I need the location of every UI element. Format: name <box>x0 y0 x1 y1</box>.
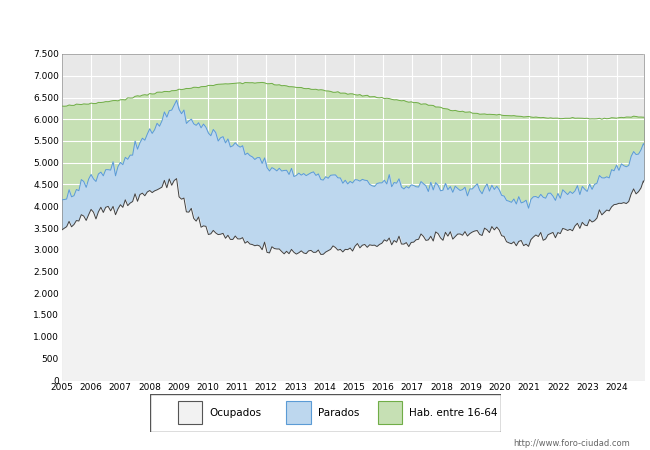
Text: Hab. entre 16-64: Hab. entre 16-64 <box>410 408 498 418</box>
Text: Ocupados: Ocupados <box>209 408 261 418</box>
Text: Parados: Parados <box>318 408 359 418</box>
Bar <box>287 401 311 424</box>
Bar <box>378 401 402 424</box>
Text: http://www.foro-ciudad.com: http://www.foro-ciudad.com <box>514 439 630 448</box>
Text: Jerez de los Caballeros - Evolucion de la poblacion en edad de Trabajar Noviembr: Jerez de los Caballeros - Evolucion de l… <box>76 18 574 29</box>
Bar <box>177 401 202 424</box>
Text: FORO-CIUDAD.COM: FORO-CIUDAD.COM <box>216 205 489 229</box>
